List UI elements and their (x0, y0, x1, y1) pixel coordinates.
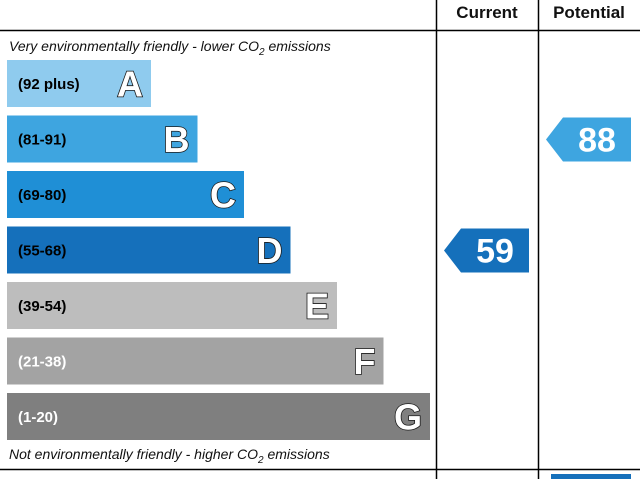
next-section-edge (551, 474, 631, 479)
band-g-letter: G (394, 397, 422, 438)
potential-column-header: Potential (553, 3, 625, 22)
rating-bands: (92 plus) A (81-91) B (69-80) C (55-68) D (39-54… (7, 60, 430, 440)
band-d-letter: D (257, 230, 283, 271)
potential-rating-value: 88 (578, 122, 616, 160)
current-column-header: Current (456, 3, 518, 22)
band-c-letter: C (210, 175, 236, 216)
band-d-bar (7, 226, 291, 274)
band-g-bar (7, 393, 430, 440)
band-a-letter: A (117, 64, 143, 105)
current-rating-value: 59 (476, 233, 514, 271)
band-d-range: (55-68) (18, 243, 66, 260)
band-f-bar (7, 337, 384, 385)
band-a-bar (7, 60, 151, 107)
band-e-letter: E (305, 286, 329, 327)
bottom-note-text: Not environmentally friendly - higher C (9, 446, 248, 462)
top-note: Very environmentally friendly - lower CO… (9, 38, 331, 58)
top-note-o: O (248, 38, 259, 54)
band-g: (1-20) G (7, 393, 430, 440)
potential-rating-shape (546, 117, 631, 162)
band-d: (55-68) D (7, 226, 291, 274)
band-f: (21-38) F (7, 337, 384, 385)
band-a: (92 plus) A (7, 60, 151, 107)
rating-arrows: 59 88 (444, 117, 631, 273)
bottom-note-tail: emissions (264, 446, 330, 462)
band-c-bar (7, 171, 244, 218)
current-rating-arrow: 59 (444, 228, 529, 273)
band-g-range: (1-20) (18, 409, 58, 426)
band-b: (81-91) B (7, 115, 198, 163)
band-c-range: (69-80) (18, 187, 66, 204)
band-f-letter: F (354, 341, 376, 382)
top-note-subscript: 2 (258, 47, 265, 58)
top-note-text: Very environmentally friendly - lower C (9, 38, 249, 54)
band-b-range: (81-91) (18, 132, 66, 149)
band-c: (69-80) C (7, 171, 244, 218)
band-a-range: (92 plus) (18, 76, 80, 93)
potential-rating-arrow: 88 (546, 117, 631, 162)
band-b-letter: B (164, 119, 190, 160)
band-e-range: (39-54) (18, 298, 66, 315)
current-rating-shape (444, 228, 529, 273)
bottom-note: Not environmentally friendly - higher CO… (9, 446, 330, 466)
band-f-range: (21-38) (18, 354, 66, 371)
bottom-note-o: O (247, 446, 258, 462)
band-e: (39-54) E (7, 282, 337, 329)
band-b-bar (7, 115, 198, 163)
bottom-note-subscript: 2 (257, 455, 264, 466)
band-e-bar (7, 282, 337, 329)
top-note-tail: emissions (265, 38, 331, 54)
